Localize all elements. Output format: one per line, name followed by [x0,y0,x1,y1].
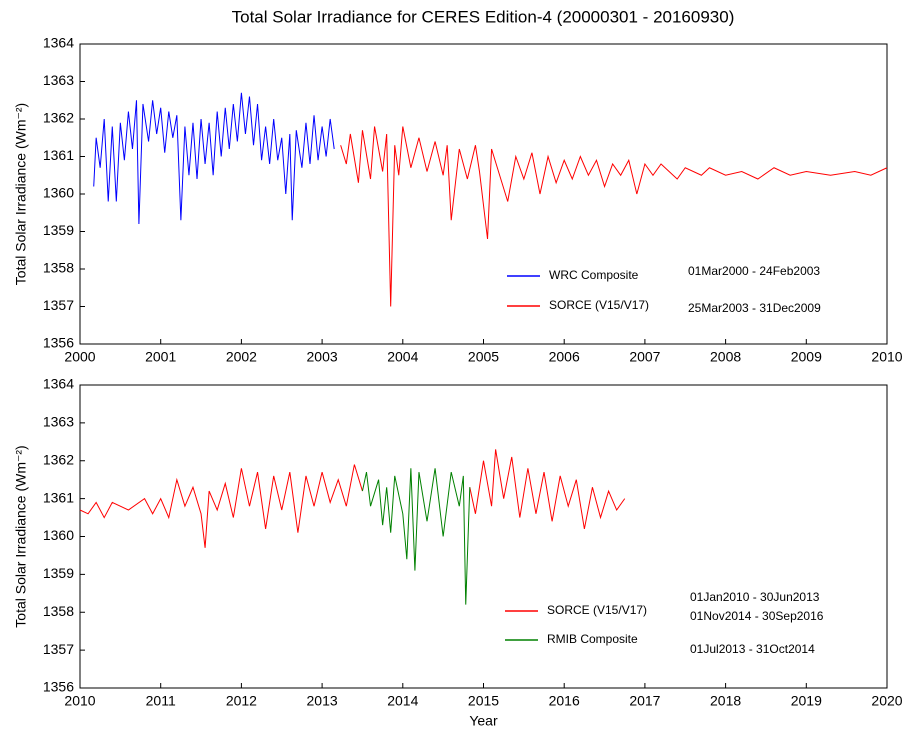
y-tick-label: 1360 [43,185,74,201]
y-tick-label: 1356 [43,679,74,695]
y-tick-label: 1358 [43,603,74,619]
x-tick-label: 2007 [629,349,660,365]
legend-label: RMIB Composite [547,632,638,646]
y-tick-label: 1363 [43,414,74,430]
y-tick-label: 1362 [43,110,74,126]
y-tick-label: 1363 [43,72,74,88]
x-tick-label: 2005 [468,349,499,365]
y-tick-label: 1359 [43,565,74,581]
series-line [361,468,471,605]
legend-label: SORCE (V15/V17) [549,298,649,312]
y-tick-label: 1356 [43,335,74,351]
y-axis-label: Total Solar Irradiance (Wm⁻²) [13,103,29,285]
series-line [340,126,888,307]
x-tick-label: 2010 [871,349,902,365]
x-tick-label: 2014 [387,693,418,709]
y-tick-label: 1362 [43,451,74,467]
y-tick-label: 1364 [43,35,74,51]
y-tick-label: 1357 [43,641,74,657]
y-tick-label: 1361 [43,147,74,163]
x-tick-label: 2002 [226,349,257,365]
annotation: 01Jul2013 - 31Oct2014 [690,642,815,656]
legend-label: SORCE (V15/V17) [547,603,647,617]
y-axis-label: Total Solar Irradiance (Wm⁻²) [13,445,29,627]
x-tick-label: 2001 [145,349,176,365]
x-tick-label: 2016 [549,693,580,709]
chart-title: Total Solar Irradiance for CERES Edition… [232,7,735,26]
x-tick-label: 2004 [387,349,418,365]
x-tick-label: 2003 [307,349,338,365]
y-tick-label: 1358 [43,260,74,276]
x-tick-label: 2009 [791,349,822,365]
series-line [79,449,626,548]
x-tick-label: 2000 [64,349,95,365]
x-tick-label: 2008 [710,349,741,365]
x-tick-label: 2012 [226,693,257,709]
x-tick-label: 2013 [307,693,338,709]
legend-label: WRC Composite [549,268,639,282]
annotation: 01Mar2000 - 24Feb2003 [688,264,820,278]
series-line [93,92,335,225]
x-tick-label: 2011 [146,693,176,709]
x-tick-label: 2018 [710,693,741,709]
y-tick-label: 1359 [43,222,74,238]
x-tick-label: 2010 [64,693,95,709]
x-tick-label: 2015 [468,693,499,709]
annotation: 25Mar2003 - 31Dec2009 [688,301,821,315]
annotation: 01Jan2010 - 30Jun2013 [690,590,820,604]
x-tick-label: 2006 [549,349,580,365]
y-tick-label: 1357 [43,297,74,313]
x-tick-label: 2017 [629,693,660,709]
annotation: 01Nov2014 - 30Sep2016 [690,609,824,623]
y-tick-label: 1360 [43,527,74,543]
x-tick-label: 2019 [791,693,822,709]
x-axis-label: Year [469,713,498,729]
y-tick-label: 1361 [43,489,74,505]
plot-frame [79,43,888,345]
x-tick-label: 2020 [871,693,902,709]
y-tick-label: 1364 [43,376,74,392]
